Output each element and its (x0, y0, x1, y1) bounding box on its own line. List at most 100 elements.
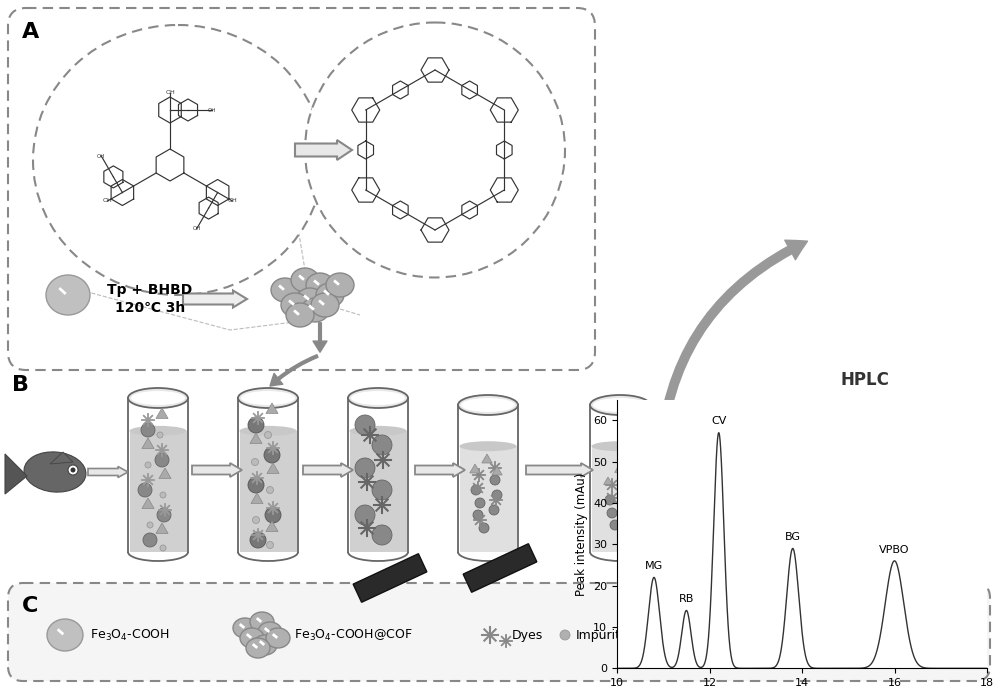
Circle shape (145, 462, 151, 468)
Ellipse shape (24, 452, 86, 492)
Ellipse shape (311, 293, 339, 317)
Polygon shape (604, 477, 612, 484)
Circle shape (138, 483, 152, 497)
Polygon shape (130, 431, 186, 552)
Circle shape (157, 432, 163, 438)
Circle shape (372, 480, 392, 500)
FancyArrow shape (183, 291, 247, 307)
Circle shape (157, 508, 171, 522)
Polygon shape (250, 433, 262, 444)
Circle shape (264, 447, 280, 463)
Polygon shape (251, 493, 263, 504)
Polygon shape (463, 544, 537, 593)
Circle shape (355, 505, 375, 525)
Ellipse shape (592, 441, 648, 451)
Ellipse shape (296, 288, 324, 312)
Circle shape (266, 542, 274, 548)
Circle shape (473, 510, 483, 520)
Ellipse shape (240, 426, 296, 436)
Ellipse shape (253, 635, 277, 655)
Ellipse shape (316, 283, 344, 307)
Ellipse shape (348, 388, 408, 408)
FancyArrowPatch shape (656, 240, 807, 457)
Polygon shape (156, 408, 168, 418)
Ellipse shape (238, 388, 298, 408)
Circle shape (372, 435, 392, 455)
Circle shape (621, 485, 631, 495)
Circle shape (265, 507, 281, 523)
Circle shape (68, 465, 78, 475)
Text: OH: OH (165, 90, 175, 96)
Polygon shape (50, 452, 73, 464)
FancyArrowPatch shape (270, 355, 318, 386)
Text: A: A (22, 22, 39, 42)
Circle shape (475, 498, 485, 508)
Text: HPLC: HPLC (840, 371, 889, 389)
Circle shape (248, 417, 264, 433)
Text: Dyes: Dyes (512, 628, 543, 641)
Polygon shape (142, 498, 154, 508)
Ellipse shape (291, 268, 319, 292)
Ellipse shape (590, 395, 650, 415)
Circle shape (160, 545, 166, 551)
Text: OH: OH (103, 198, 113, 203)
Y-axis label: Peak intensity (mAu): Peak intensity (mAu) (575, 472, 588, 596)
Circle shape (70, 468, 76, 473)
Text: Impurity: Impurity (576, 628, 628, 641)
Polygon shape (592, 446, 648, 552)
Circle shape (266, 486, 274, 493)
Ellipse shape (241, 391, 295, 405)
Circle shape (610, 520, 620, 530)
Ellipse shape (258, 622, 282, 642)
Circle shape (155, 453, 169, 467)
Circle shape (607, 508, 617, 518)
Ellipse shape (271, 278, 299, 302)
Ellipse shape (461, 398, 515, 412)
Circle shape (623, 515, 633, 525)
Polygon shape (159, 468, 171, 478)
Polygon shape (142, 438, 154, 449)
Ellipse shape (131, 391, 185, 405)
Circle shape (489, 505, 499, 515)
Circle shape (143, 533, 157, 547)
Circle shape (141, 423, 155, 437)
Text: RB: RB (679, 594, 694, 604)
Polygon shape (492, 466, 502, 475)
Ellipse shape (301, 298, 329, 322)
Circle shape (252, 517, 260, 524)
Polygon shape (240, 431, 296, 552)
Ellipse shape (266, 628, 290, 648)
Ellipse shape (306, 273, 334, 297)
Polygon shape (5, 454, 27, 494)
Text: 120℃ 3h: 120℃ 3h (115, 301, 185, 315)
Text: OH: OH (208, 107, 216, 112)
Ellipse shape (128, 388, 188, 408)
Circle shape (479, 523, 489, 533)
FancyArrowPatch shape (313, 322, 327, 352)
Ellipse shape (250, 612, 274, 632)
Circle shape (372, 525, 392, 545)
Ellipse shape (458, 395, 518, 415)
Circle shape (560, 630, 570, 640)
Ellipse shape (240, 628, 264, 648)
FancyArrow shape (303, 463, 353, 477)
Circle shape (160, 492, 166, 498)
Text: VPBO: VPBO (879, 544, 910, 555)
FancyArrow shape (192, 463, 242, 477)
Polygon shape (267, 463, 279, 473)
Circle shape (355, 415, 375, 435)
Polygon shape (615, 465, 623, 473)
Polygon shape (266, 403, 278, 413)
Circle shape (490, 475, 500, 485)
Text: Fe$_3$O$_4$-COOH@COF: Fe$_3$O$_4$-COOH@COF (294, 628, 413, 643)
Ellipse shape (350, 426, 406, 436)
Ellipse shape (286, 303, 314, 327)
FancyBboxPatch shape (656, 622, 718, 646)
Polygon shape (470, 464, 480, 473)
Polygon shape (350, 431, 406, 552)
Circle shape (248, 477, 264, 493)
Circle shape (492, 490, 502, 500)
Text: B: B (12, 375, 29, 395)
Text: OH: OH (97, 154, 106, 158)
Ellipse shape (593, 398, 647, 412)
